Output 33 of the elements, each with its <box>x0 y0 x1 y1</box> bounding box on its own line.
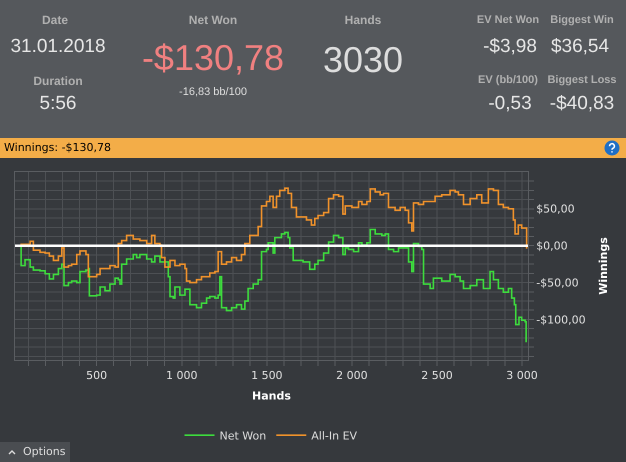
text: Biggest Win <box>550 14 614 26</box>
text: Biggest Loss <box>547 74 617 86</box>
legend-label: All-In EV <box>311 429 358 442</box>
text: Options <box>23 444 66 460</box>
text: Duration <box>33 74 83 88</box>
text: Net Won <box>188 13 238 27</box>
text: EV (bb/100) <box>478 74 538 86</box>
text: 3030 <box>322 39 404 81</box>
text: Date <box>42 13 68 27</box>
x-tick-label: 1 500 <box>251 369 283 382</box>
text: -0,53 <box>488 93 532 115</box>
text: 31.01.2018 <box>10 36 106 58</box>
chart-title: Winnings: -$130,78 <box>0 138 626 158</box>
text: -$40,83 <box>550 93 614 115</box>
y-tick-label: $0,00 <box>536 240 568 253</box>
text: $36,54 <box>550 36 610 58</box>
y-axis-title: Winnings <box>596 236 610 295</box>
legend-label: Net Won <box>220 429 266 442</box>
text: 5:56 <box>40 93 76 115</box>
x-tick-label: 1 000 <box>166 369 198 382</box>
text: -16,83 bb/100 <box>179 86 247 98</box>
x-tick-label: 2 000 <box>336 369 368 382</box>
x-tick-label: 3 000 <box>506 369 538 382</box>
y-tick-label: -$50,00 <box>536 276 579 290</box>
text: Hands <box>344 13 382 27</box>
x-tick-label: 2 500 <box>421 369 453 382</box>
y-tick-label: -$100,00 <box>536 313 586 326</box>
text: -$130,78 <box>142 37 284 79</box>
x-axis-title: Hands <box>252 389 292 402</box>
text: -$3,98 <box>483 36 537 58</box>
text: EV Net Won <box>476 14 540 26</box>
y-tick-label: $50,00 <box>536 202 575 216</box>
x-tick-label: 500 <box>86 369 108 382</box>
